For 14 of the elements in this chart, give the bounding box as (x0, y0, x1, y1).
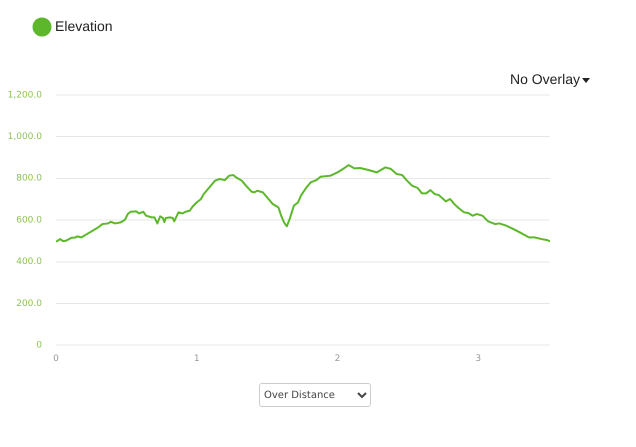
x-tick-label: 0 (53, 354, 60, 364)
x-tick-label: 3 (475, 354, 482, 364)
y-tick-label: 800.0 (16, 174, 42, 184)
y-tick-label: 200.0 (16, 298, 42, 309)
y-tick-label: 600.0 (16, 215, 42, 226)
y-tick-label: 400.0 (16, 257, 42, 268)
x-tick-label: 2 (334, 354, 340, 364)
text: No Overlay (510, 71, 580, 87)
text: Over Distance (259, 383, 371, 407)
legend-label: Elevation (55, 18, 113, 34)
y-tick-label: 1,000.0 (8, 132, 42, 142)
y-tick-label: 0 (36, 340, 42, 351)
y-tick-label: 1,200.0 (8, 90, 42, 100)
x-tick-label: 1 (194, 354, 200, 364)
